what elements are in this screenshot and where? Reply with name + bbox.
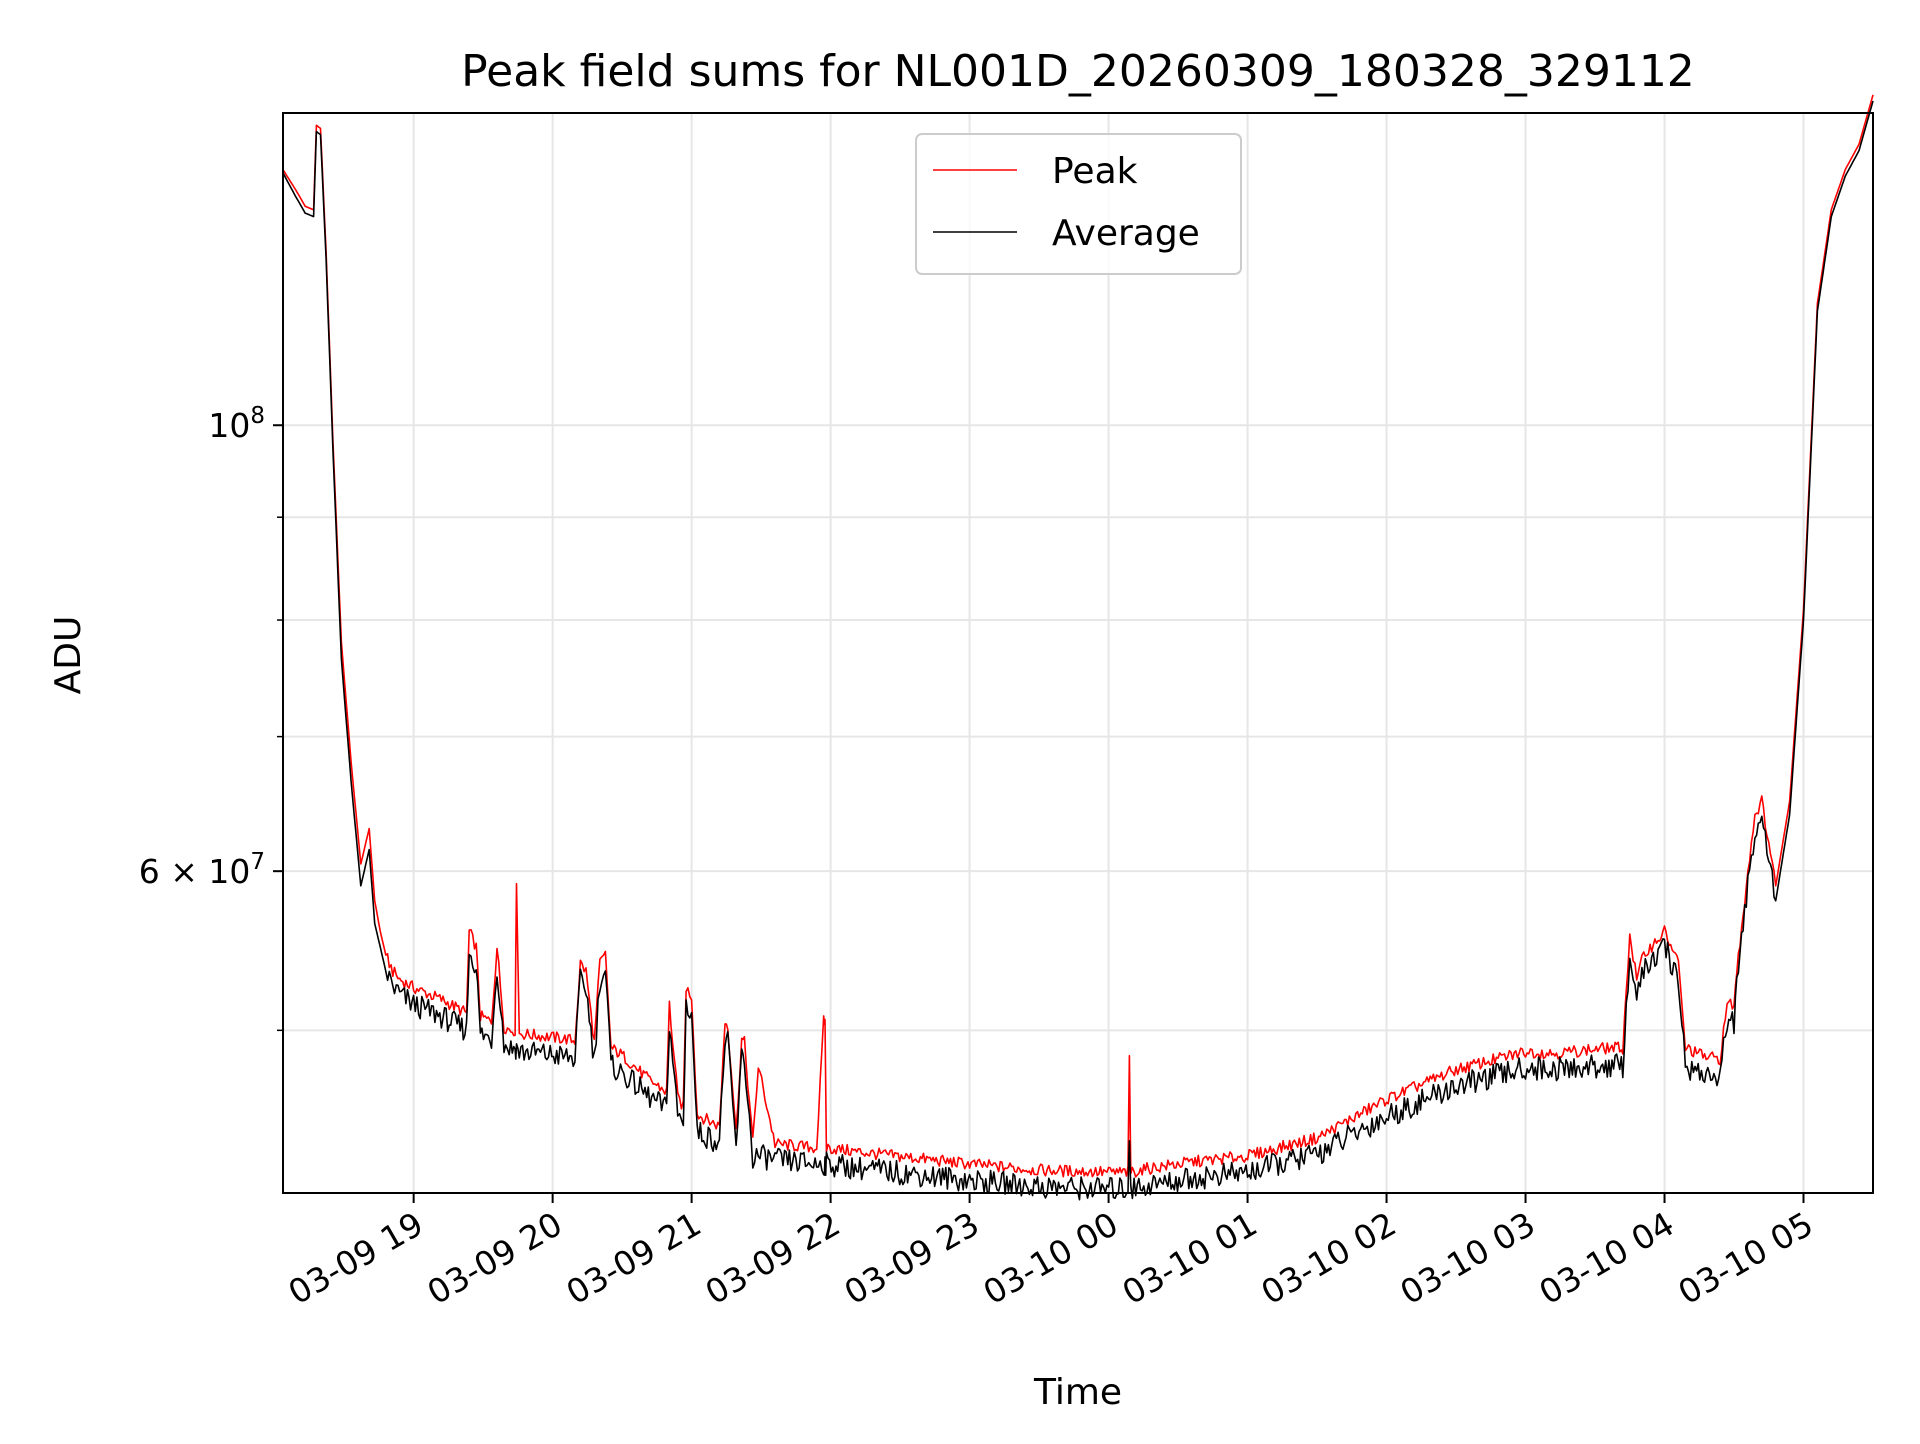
grid-layer xyxy=(283,113,1873,1193)
legend-label-average: Average xyxy=(1052,213,1200,254)
y-tick-label: 108 xyxy=(208,403,265,445)
y-axis: 108 6 × 107 xyxy=(139,403,283,1032)
legend-box xyxy=(915,133,1242,275)
x-axis-label: Time xyxy=(1033,1372,1122,1413)
chart-title: Peak field sums for NL001D_20260309_1803… xyxy=(461,46,1695,97)
series-line-average xyxy=(282,100,1874,1201)
legend: Peak Average xyxy=(915,133,1242,275)
series-line-peak xyxy=(282,94,1874,1178)
y-tick-label: 6 × 107 xyxy=(139,849,265,891)
series-layer xyxy=(282,94,1874,1201)
y-axis-label: ADU xyxy=(48,616,89,695)
plot-frame xyxy=(282,112,1874,1194)
legend-label-peak: Peak xyxy=(1052,151,1138,192)
